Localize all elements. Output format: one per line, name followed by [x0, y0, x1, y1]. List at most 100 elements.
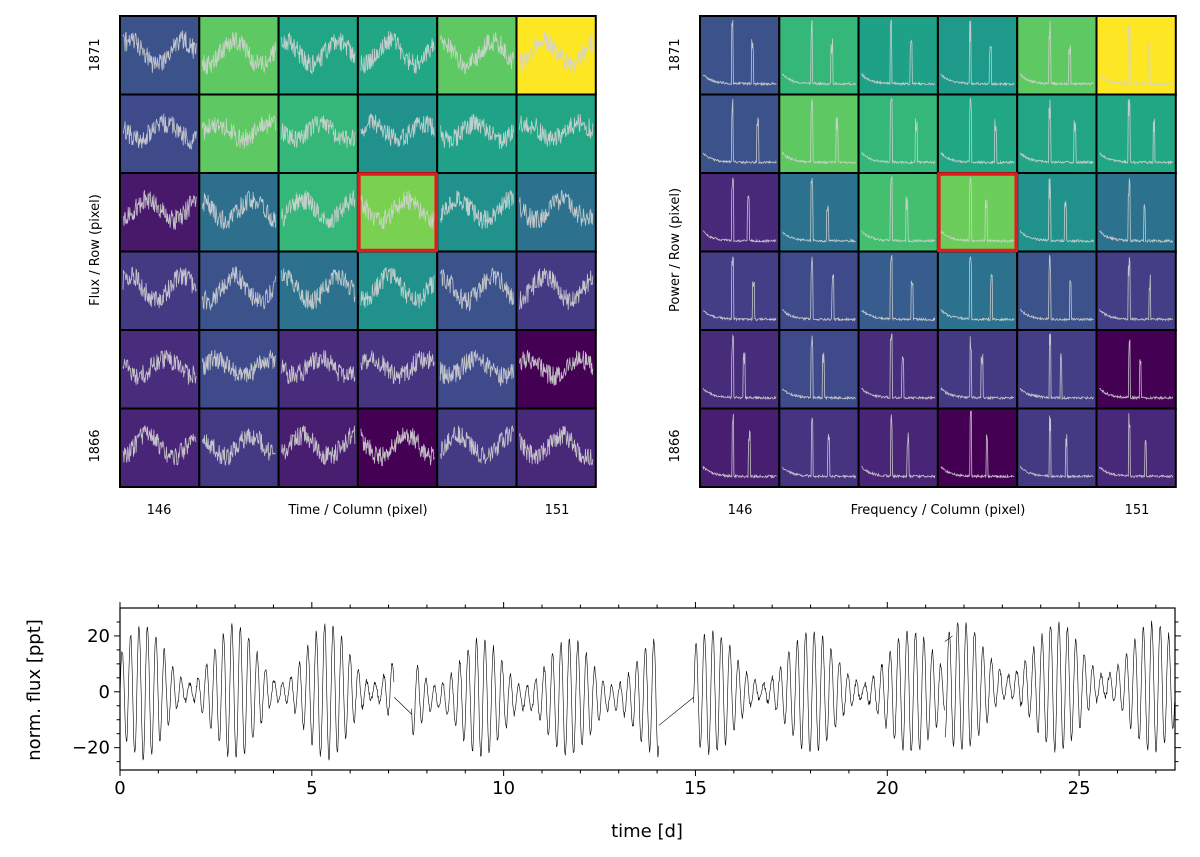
power-pixel-grid: [699, 15, 1177, 488]
pixel-lightcurve-trace: [201, 190, 276, 230]
pixel-power-spectrum-trace: [782, 335, 856, 401]
pixel-lightcurve-trace: [360, 427, 435, 467]
flux-grid-ylabel: Flux / Row (pixel): [88, 194, 103, 306]
pixel-cell-background: [1095, 93, 1177, 174]
pixel-lightcurve-trace: [122, 113, 197, 151]
pixel-power-spectrum-trace: [781, 256, 856, 322]
pixel-cell-background: [515, 93, 597, 174]
pixel-lightcurve-trace: [281, 32, 356, 75]
pixel-cell-background: [857, 93, 939, 174]
pixel-cell: [198, 93, 280, 174]
pixel-cell: [515, 250, 597, 331]
pixel-cell: [198, 329, 280, 410]
pixel-cell: [277, 329, 359, 410]
pixel-lightcurve-trace: [519, 190, 594, 229]
pixel-cell-background: [119, 329, 201, 410]
pixel-lightcurve-trace: [201, 266, 276, 311]
pixel-power-spectrum-trace: [1099, 338, 1174, 401]
pixel-cell: [436, 329, 518, 410]
y-tick-label: 20: [87, 626, 110, 647]
power-grid-row-bottom-tick: 1866: [668, 429, 683, 462]
pixel-cell-background: [198, 329, 280, 410]
pixel-lightcurve-trace: [439, 190, 514, 230]
x-tick-label: 0: [114, 778, 125, 799]
pixel-cell: [1095, 172, 1177, 253]
flux-grid-row-bottom-tick: 1866: [88, 429, 103, 462]
pixel-cell-background: [1095, 15, 1177, 96]
pixel-power-spectrum-trace: [782, 417, 856, 480]
pixel-power-spectrum-trace: [702, 256, 777, 322]
x-tick-label: 20: [876, 778, 899, 799]
light-curve-segment: [693, 630, 945, 756]
y-tick-label: 0: [99, 682, 110, 703]
pixel-lightcurve-trace: [201, 349, 276, 383]
pixel-lightcurve-trace: [439, 267, 514, 312]
pixel-power-spectrum-trace: [861, 175, 936, 244]
pixel-cell: [119, 250, 201, 331]
pixel-cell-background: [436, 250, 518, 331]
pixel-lightcurve-trace: [360, 113, 435, 147]
pixel-power-spectrum-trace: [702, 19, 777, 87]
pixel-cell: [119, 93, 201, 174]
pixel-power-spectrum-trace: [940, 177, 1015, 244]
pixel-cell: [1016, 250, 1098, 331]
flux-grid-col-right-tick: 151: [545, 503, 570, 518]
pixel-cell: [515, 93, 597, 174]
pixel-power-spectrum-trace: [702, 98, 777, 165]
light-curve-gap-line: [394, 697, 412, 715]
pixel-cell-background: [436, 93, 518, 174]
pixel-lightcurve-trace: [122, 30, 197, 73]
pixel-cell-background: [936, 250, 1019, 331]
power-grid-col-right-tick: 151: [1125, 503, 1150, 518]
pixel-power-spectrum-trace: [1019, 415, 1094, 479]
pixel-cell-background: [356, 250, 439, 331]
pixel-power-spectrum-trace: [781, 20, 856, 86]
pixel-cell: [119, 15, 201, 96]
pixel-cell-background: [778, 15, 860, 96]
pixel-cell-background: [119, 93, 201, 174]
pixel-power-spectrum-trace: [940, 410, 1015, 479]
pixel-cell: [778, 329, 860, 410]
pixel-lightcurve-trace: [360, 350, 435, 385]
light-curve-segment: [119, 623, 395, 761]
pixel-cell-background: [356, 93, 439, 174]
pixel-power-spectrum-trace: [940, 97, 1015, 165]
pixel-lightcurve-trace: [519, 426, 594, 466]
pixel-power-spectrum-trace: [1019, 178, 1094, 244]
pixel-cell-background: [1016, 15, 1098, 96]
pixel-cell: [356, 250, 439, 331]
pixel-cell: [778, 15, 860, 96]
pixel-cell-background: [936, 329, 1019, 410]
pixel-cell: [198, 250, 280, 331]
pixel-power-spectrum-trace: [861, 255, 936, 322]
pixel-cell: [436, 407, 518, 488]
pixel-lightcurve-trace: [122, 424, 197, 466]
pixel-cell-background: [198, 15, 280, 96]
pixel-cell-background: [277, 329, 359, 410]
pixel-cell: [778, 407, 860, 488]
x-tick-label: 10: [492, 778, 515, 799]
pixel-lightcurve-trace: [439, 425, 514, 465]
pixel-cell: [1095, 329, 1177, 410]
pixel-cell-background: [1016, 172, 1098, 253]
pixel-power-spectrum-trace: [702, 177, 777, 244]
pixel-lightcurve-trace: [201, 113, 276, 149]
pixel-cell: [515, 172, 597, 253]
y-tick-label: −20: [72, 738, 110, 759]
pixel-cell-background: [1016, 329, 1098, 410]
pixel-cell: [699, 407, 781, 488]
pixel-power-spectrum-trace: [1099, 257, 1174, 322]
pixel-cell: [1016, 172, 1098, 253]
pixel-cell: [356, 15, 439, 96]
pixel-cell-background: [778, 329, 860, 410]
light-curve-gap-line: [944, 635, 953, 642]
pixel-cell: [515, 15, 597, 96]
power-grid-row-top-tick: 1871: [668, 38, 683, 71]
pixel-cell-background: [119, 250, 201, 331]
pixel-cell: [356, 172, 439, 253]
pixel-lightcurve-trace: [360, 31, 435, 74]
pixel-cell: [936, 329, 1019, 410]
pixel-cell: [778, 250, 860, 331]
pixel-cell-background: [277, 250, 359, 331]
